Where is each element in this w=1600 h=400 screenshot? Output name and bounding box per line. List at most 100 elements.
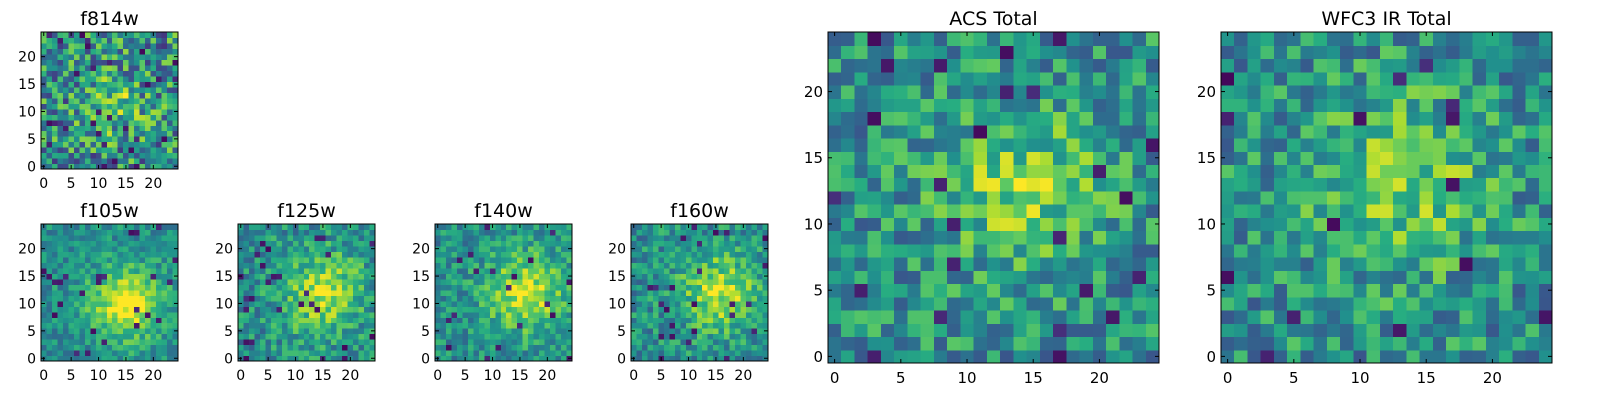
heatmap-cell [128, 75, 135, 82]
heatmap-cell [265, 251, 272, 258]
heatmap-cell [1300, 243, 1315, 258]
heatmap-cell [685, 350, 692, 357]
heatmap-cell [1366, 164, 1381, 179]
heatmap-cell [112, 245, 119, 252]
heatmap-cell [172, 48, 179, 55]
heatmap-cell [440, 317, 447, 324]
heatmap-cell [117, 251, 124, 258]
heatmap-cell [1132, 32, 1147, 46]
heatmap-cell [156, 75, 163, 82]
heatmap-cell [947, 270, 961, 285]
heatmap-cell [1340, 217, 1354, 232]
heatmap-cell [1132, 243, 1147, 258]
heatmap-cell [369, 317, 376, 324]
heatmap-cell [139, 262, 146, 269]
heatmap-cell [90, 245, 97, 252]
heatmap-cell [1393, 323, 1407, 338]
heatmap-cell [353, 251, 360, 258]
heatmap-cell [369, 322, 376, 329]
heatmap-cell [674, 229, 681, 236]
heatmap-cell [1026, 336, 1041, 351]
heatmap-cell [320, 234, 327, 242]
heatmap-cell [691, 251, 698, 258]
heatmap-cell [112, 317, 119, 324]
heatmap-cell [713, 240, 720, 247]
heatmap-cell [1313, 349, 1328, 364]
heatmap-cell [51, 97, 59, 104]
heatmap-cell [1485, 45, 1500, 60]
heatmap-cell [506, 278, 513, 285]
heatmap-cell [1353, 124, 1368, 139]
heatmap-cell [369, 344, 376, 351]
heatmap-cell [51, 355, 59, 362]
heatmap-cell [1393, 349, 1407, 364]
heatmap-cell [270, 229, 277, 236]
heatmap-cell [342, 284, 349, 291]
heatmap-cell [986, 45, 1001, 60]
heatmap-cell [1326, 257, 1341, 271]
heatmap-cell [1053, 270, 1067, 285]
heatmap-cell [539, 267, 546, 274]
heatmap-cell [41, 42, 48, 50]
heatmap-cell [500, 229, 507, 236]
heatmap-cell [1145, 296, 1160, 311]
heatmap-cell [1446, 283, 1460, 298]
heatmap-cell [647, 289, 654, 296]
heatmap-cell [1132, 310, 1147, 324]
heatmap-cell [128, 136, 135, 143]
heatmap-cell [517, 278, 524, 285]
heatmap-cell [336, 322, 343, 329]
heatmap-cell [139, 37, 146, 44]
heatmap-cell [353, 328, 360, 335]
heatmap-cell [1459, 204, 1474, 218]
heatmap-cell [156, 224, 163, 231]
y-tick-label: 15 [1197, 149, 1216, 167]
heatmap-cell [636, 262, 643, 269]
heatmap-cell [696, 262, 703, 269]
heatmap-cell [243, 339, 250, 346]
heatmap-cell [1013, 71, 1028, 86]
heatmap-cell [353, 245, 360, 252]
heatmap-cell [702, 262, 709, 269]
heatmap-cell [314, 245, 321, 252]
heatmap-cell [145, 229, 152, 236]
heatmap-cell [90, 273, 97, 280]
heatmap-cell [336, 267, 343, 274]
heatmap-cell [467, 295, 474, 302]
heatmap-cell [1379, 71, 1394, 86]
heatmap-cell [1260, 323, 1275, 338]
heatmap-cell [1419, 84, 1434, 99]
heatmap-cell [259, 350, 266, 357]
heatmap-cell [960, 336, 975, 351]
heatmap-cell [445, 278, 453, 285]
heatmap-cell [95, 130, 102, 137]
heatmap-cell [1106, 270, 1120, 285]
heatmap-cell [68, 322, 75, 329]
heatmap-cell [533, 306, 540, 313]
heatmap-cell [473, 350, 480, 357]
heatmap-cell [451, 256, 458, 263]
heatmap-cell [167, 273, 174, 280]
heatmap-cell [112, 125, 119, 132]
heatmap-cell [298, 284, 305, 291]
heatmap-cell [462, 273, 469, 280]
heatmap-cell [1145, 45, 1160, 60]
heatmap-cell [702, 355, 709, 362]
heatmap-cell [281, 251, 288, 258]
heatmap-cell [973, 230, 988, 245]
heatmap-cell [841, 283, 856, 298]
heatmap-cell [41, 229, 48, 236]
heatmap-cell [467, 350, 474, 357]
heatmap-cell [145, 256, 152, 263]
heatmap-cell [238, 267, 245, 274]
heatmap-cell [101, 355, 108, 362]
heatmap-cell [751, 355, 758, 362]
heatmap-cell [528, 355, 535, 362]
heatmap-cell [550, 322, 557, 329]
heatmap-cell [167, 125, 174, 132]
heatmap-cell [134, 59, 141, 66]
heatmap-cell [1472, 270, 1487, 285]
heatmap-cell [128, 163, 135, 170]
heatmap-cell [757, 339, 764, 346]
heatmap-cell [707, 289, 714, 296]
